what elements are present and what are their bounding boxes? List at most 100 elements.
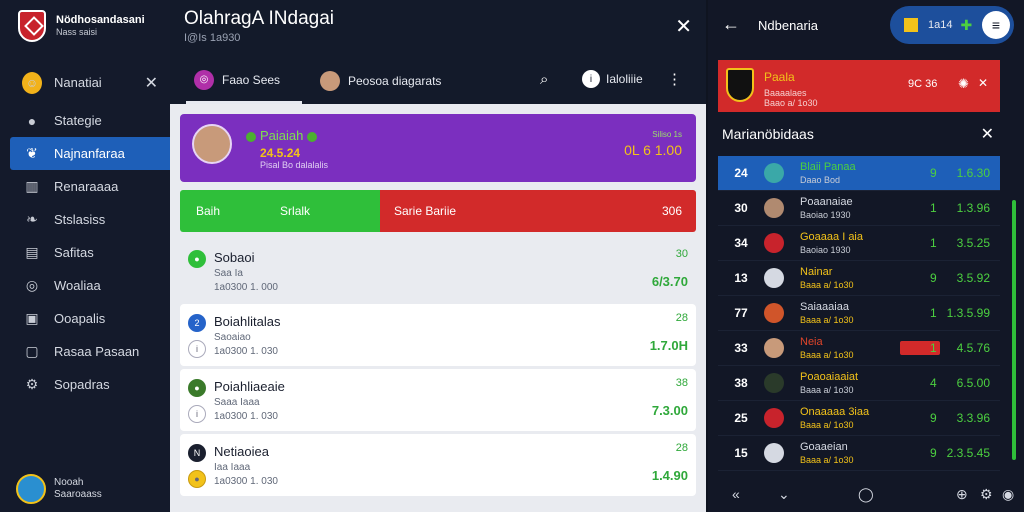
sidebar-item-5[interactable]: ▤ Safitas [0,236,170,269]
row-rank: 24 [734,166,748,180]
score-pill[interactable]: 1a14 ✚ ≡ [890,6,1014,44]
chevron-left-icon[interactable]: « [732,486,740,502]
close-icon[interactable]: ✕ [980,126,994,143]
sidebar-item-1[interactable]: ● Stategie [0,104,170,137]
list-item-meta: 1a0300 1. 030 [214,346,278,357]
list-item-meta: Saa Ia [214,268,243,279]
table-row[interactable]: 77 Saiaaaiaa Baaa a/ 1o30 1 1.3.5.99 [718,296,1000,331]
avatar [764,443,784,463]
featured-card[interactable]: Paiaiah 24.5.24 Pisal Bo dalalalis Silis… [180,114,696,182]
tab-0[interactable]: ◎ Faao Sees [186,58,302,104]
chevron-down-icon[interactable]: ⌄ [778,486,790,502]
row-sub: Baaa a/ 1o30 [800,385,854,395]
sidebar-item-0[interactable]: ☺ Nanatiai ✕ [0,66,170,99]
info-icon: i [188,340,206,358]
tab-label: Faao Sees [222,72,281,87]
row-count: 9 [930,446,937,460]
list-item-meta: Saoaiao [214,332,251,343]
row-count: 9 [930,411,937,425]
row-count: 1 [930,236,937,250]
comparison-bar[interactable]: Baih Srlalk Sarie Bariie 306 [180,190,696,232]
row-value: 1.6.30 [956,166,990,180]
row-sub: Baoiao 1930 [800,245,851,255]
featured-right-label: Siliso 1s [652,130,682,139]
sidebar-item-2[interactable]: ❦ Najnanfaraa [10,137,170,170]
table-row[interactable]: 30 Poaanaiae Baoiao 1930 1 1.3.96 [718,191,1000,226]
score-pill-text: 1a14 [928,19,953,31]
brand[interactable]: Nödhosandasani Nass saisi [18,10,145,42]
list-item-count: 38 [675,377,688,389]
row-rank: 15 [734,446,748,460]
featured-right-value: 0L 6 1.00 [624,142,682,158]
sidebar-item-7[interactable]: ▣ Ooapalis [0,302,170,335]
table-row[interactable]: 38 Poaoaiaaiat Baaa a/ 1o30 4 6.5.00 [718,366,1000,401]
plus-icon[interactable]: ✚ [960,16,973,33]
row-name: Saiaaaiaa [800,301,849,313]
close-icon[interactable]: ✕ [675,16,692,38]
row-sub: Baaa a/ 1o30 [800,280,854,290]
brand-subtitle: Nass saisi [56,27,98,37]
match-alert-score: 9C 36 [908,78,938,90]
row-sub: Baoiao 1930 [800,210,851,220]
table-row[interactable]: 33 Neia Baaa a/ 1o30 1 4.5.76 [718,331,1000,366]
status-dot-icon [307,131,318,142]
square-icon: ▢ [25,343,39,359]
sidebar-item-8[interactable]: ▢ Rasaa Pasaan [0,335,170,368]
table-row[interactable]: 13 Nainar Baaa a/ 1o30 9 3.5.92 [718,261,1000,296]
sidebar-item-3[interactable]: ▥ Renaraaaa [0,170,170,203]
row-name: Onaaaaa 3iaa [800,406,870,418]
list-item-name: Netiaoiea [214,444,269,459]
match-alert-sub: Baaaalaes [764,88,807,98]
row-name: Goaaaa I aia [800,231,863,243]
list-item-count: 28 [675,442,688,454]
list-item[interactable]: ● Sobaoi Saa Ia 1a0300 1. 000 30 6/3.70 [180,240,696,302]
table-row[interactable]: 34 Goaaaa I aia Baoiao 1930 1 3.5.25 [718,226,1000,261]
avatar [764,303,784,323]
row-value: 1.3.5.99 [946,306,990,320]
status-dot-icon [246,131,256,142]
main-panel: Paiaiah 24.5.24 Pisal Bo dalalalis Silis… [170,104,706,512]
status-badge [900,341,940,355]
sidebar-item-label: Renaraaaa [54,179,119,194]
menu-icon[interactable]: ≡ [982,11,1010,39]
sidebar-item-4[interactable]: ❧ Stslasiss [0,203,170,236]
pin-icon: ● [27,112,37,129]
row-sub: Baaa a/ 1o30 [800,350,854,360]
match-alert[interactable]: Paala Baaaalaes Baao a/ 1o30 9C 36 ✺ ✕ [718,60,1000,112]
smiley-icon: ☺ [22,71,42,94]
tab-1[interactable]: Peosoa diagarats [320,58,441,104]
bird-icon: ❧ [26,211,38,227]
close-icon[interactable]: ✕ [144,74,158,92]
sidebar-item-label: Rasaa Pasaan [54,344,140,359]
avatar [764,338,784,358]
section-title: Marianöbidaas [722,126,814,142]
back-arrow-icon[interactable]: ← [722,14,740,34]
list-item-meta: 1a0300 1. 000 [214,282,278,293]
list-item[interactable]: 2 i Boiahlitalas Saoaiao 1a0300 1. 030 2… [180,304,696,366]
right-panel: ← Ndbenaria 1a14 ✚ ≡ Paala Baaaalaes Baa… [708,0,1024,512]
settings-icon[interactable]: ⚙ [980,486,993,502]
scrollbar[interactable] [1012,200,1016,460]
sidebar-item-label: Stslasiss [54,212,106,227]
search-icon[interactable]: ⌕ [540,71,549,88]
sidebar-item-label: Sopadras [54,377,110,392]
sidebar-item-9[interactable]: ⚙ Sopadras [0,368,170,401]
row-count: 9 [930,271,937,285]
table-row[interactable]: 24 Blaii Panaa Daao Bod 9 1.6.30 [718,156,1000,191]
table-row[interactable]: 15 Goaaeian Baaa a/ 1o30 9 2.3.5.45 [718,436,1000,471]
sidebar-item-6[interactable]: ◎ Woaliaa [0,269,170,302]
list-item[interactable]: N ● Netiaoiea Iaa Iaaa 1a0300 1. 030 28 … [180,434,696,496]
filter-button[interactable]: i Ialoliiie [582,70,643,88]
team-badge-icon [904,18,918,32]
globe-icon[interactable]: ⊕ [956,486,968,502]
row-name: Poaoaiaaiat [800,371,859,383]
list-item-value: 1.4.90 [651,468,688,483]
close-icon[interactable]: ✕ [977,76,988,90]
more-icon[interactable]: ⋮ [667,71,682,88]
table-row[interactable]: 25 Onaaaaa 3iaa Baaa a/ 1o30 9 3.3.96 [718,401,1000,436]
list-item[interactable]: ● i Poiahliaeaie Saaa Iaaa 1a0300 1. 030… [180,369,696,431]
notification-icon[interactable]: ◉ [1002,486,1015,502]
team-badge-icon: ● [188,379,206,397]
home-circle-icon[interactable]: ◯ [858,486,874,502]
user-profile[interactable]: Nooah Saaroaass [16,474,102,504]
